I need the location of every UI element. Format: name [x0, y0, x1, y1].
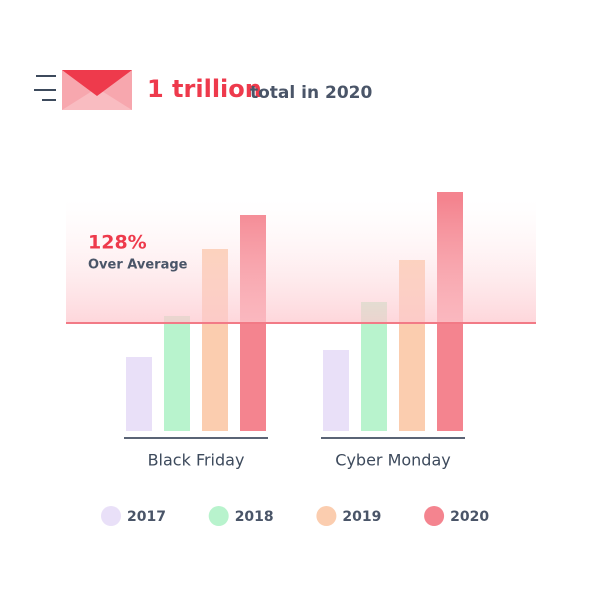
legend-swatch	[424, 506, 445, 526]
legend-swatch	[101, 506, 121, 526]
annotation-value: 128%	[88, 232, 147, 254]
headline: 1 trillion	[147, 75, 262, 103]
legend-label: 2018	[235, 509, 274, 525]
average-band	[66, 200, 536, 323]
x-tick-label: Cyber Monday	[335, 451, 450, 470]
legend-label: 2017	[127, 509, 166, 525]
legend-label: 2020	[450, 509, 489, 525]
legend-label: 2019	[342, 509, 381, 525]
annotation-text: Over Average	[88, 258, 188, 273]
bar	[164, 316, 190, 431]
x-tick-label: Black Friday	[148, 451, 245, 470]
envelope-icon	[34, 70, 132, 110]
headline-sub: total in 2020	[250, 83, 372, 103]
bar	[126, 357, 152, 431]
legend-swatch	[208, 506, 229, 526]
bar	[323, 350, 349, 431]
legend-swatch	[316, 506, 337, 526]
